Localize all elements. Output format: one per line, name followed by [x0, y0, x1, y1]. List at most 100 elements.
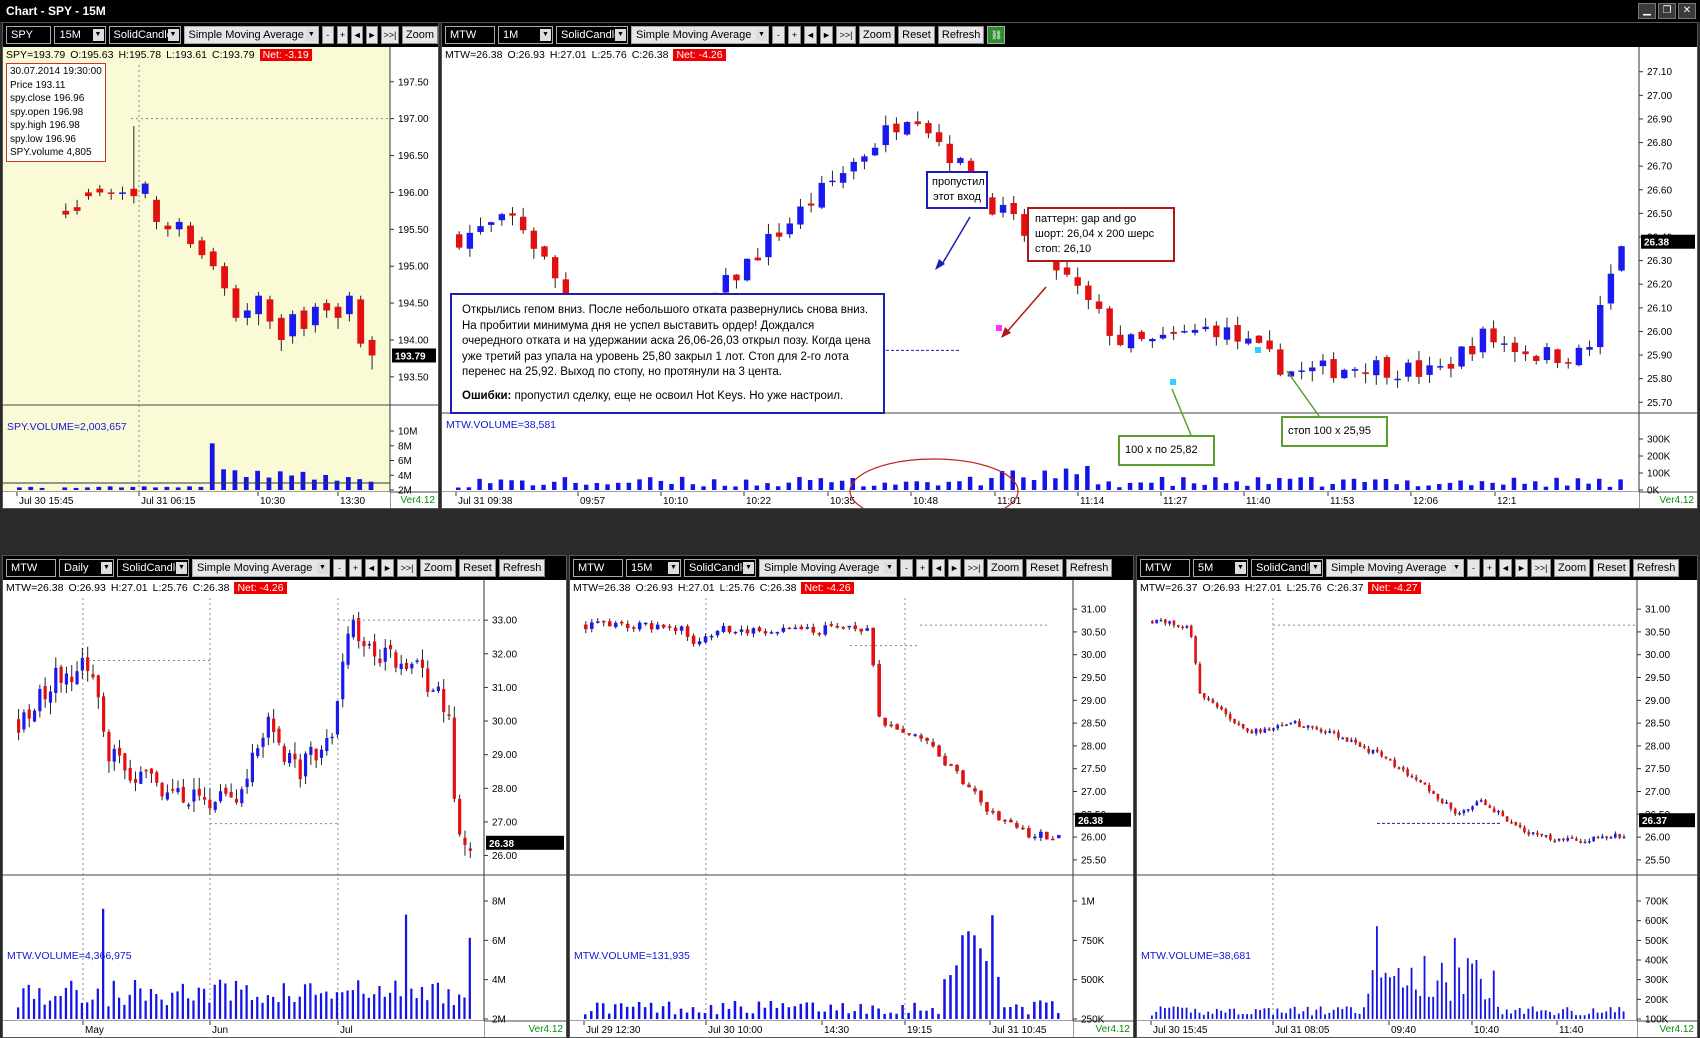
chart-area[interactable]: 27.1027.0026.9026.8026.7026.6026.5026.40… — [442, 47, 1697, 508]
candle-up — [176, 788, 180, 793]
candle-up — [797, 206, 804, 225]
zoom-out-button[interactable]: - — [321, 26, 334, 44]
zoom-in-button[interactable]: + — [349, 559, 362, 577]
zoom-out-button[interactable]: - — [900, 559, 913, 577]
indicator-select[interactable]: Simple Moving Average — [759, 559, 897, 577]
timeframe-select[interactable]: 15M — [54, 26, 106, 44]
zoom-in-button[interactable]: + — [788, 26, 801, 44]
ohlc-bar: MTW=26.38 O:26.93 H:27.01 L:25.76 C:26.38 Net… — [6, 582, 287, 594]
scroll-left-button[interactable]: ◄ — [351, 26, 364, 44]
chart-style-select[interactable]: SolidCandle — [556, 26, 628, 44]
volume-bar — [1466, 958, 1469, 1019]
chart-area[interactable]: 197.50 197.00 196.50 196.00 195.50 195.00 194.… — [3, 47, 438, 508]
zoom-button[interactable]: Zoom — [401, 26, 438, 44]
chart-style-select[interactable]: SolidCandle — [684, 559, 756, 577]
chart-area[interactable]: 31.00 30.50 30.00 29.50 29.00 28.50 28.00 27.50… — [1137, 580, 1697, 1037]
volume-bar — [447, 989, 450, 1019]
reset-button[interactable]: Reset — [459, 559, 496, 577]
scroll-right-button[interactable]: ► — [366, 26, 378, 44]
volume-bar — [594, 482, 600, 490]
zoom-in-button[interactable]: + — [1483, 559, 1496, 577]
zoom-out-button[interactable]: - — [772, 26, 785, 44]
zoom-button[interactable]: Zoom — [987, 559, 1024, 577]
price-tick-label: 26.00 — [1647, 327, 1672, 338]
scroll-left-button[interactable]: ◄ — [1499, 559, 1512, 577]
reset-button[interactable]: Reset — [1026, 559, 1063, 577]
link-indicator-icon[interactable]: ⛓ — [987, 26, 1006, 44]
zoom-in-button[interactable]: + — [336, 26, 349, 44]
scroll-end-button[interactable]: >>| — [964, 559, 984, 577]
candle-down — [562, 279, 570, 299]
volume-bar — [73, 487, 79, 490]
indicator-select[interactable]: Simple Moving Average — [631, 26, 769, 44]
candle-down — [128, 767, 132, 781]
scroll-end-button[interactable]: >>| — [397, 559, 417, 577]
scroll-right-button[interactable]: ► — [1515, 559, 1528, 577]
panel-toolbar: MTW 5M SolidCandle Simple Moving Average… — [1137, 556, 1697, 580]
plot-background — [1137, 580, 1637, 1021]
chart-style-select[interactable]: SolidCandle — [1251, 559, 1323, 577]
close-button[interactable]: ✕ — [1678, 3, 1696, 19]
timeframe-select[interactable]: 1M — [498, 26, 553, 44]
chart-area[interactable]: 33.00 32.00 31.00 30.00 29.00 28.00 27.00 26.00… — [3, 580, 566, 1037]
refresh-button[interactable]: Refresh — [937, 26, 985, 44]
volume-bar — [1618, 479, 1623, 490]
candle-down — [73, 207, 81, 211]
zoom-button[interactable]: Zoom — [420, 559, 457, 577]
candle-down — [787, 627, 792, 630]
candle-up — [1159, 619, 1163, 622]
zoom-in-button[interactable]: + — [916, 559, 929, 577]
volume-bar — [1367, 993, 1370, 1019]
refresh-button[interactable]: Refresh — [498, 559, 546, 577]
zoom-button[interactable]: Zoom — [1554, 559, 1591, 577]
scroll-right-button[interactable]: ► — [948, 559, 961, 577]
indicator-select[interactable]: Simple Moving Average — [183, 26, 319, 44]
scroll-end-button[interactable]: >>| — [836, 26, 856, 44]
reset-button[interactable]: Reset — [898, 26, 935, 44]
zoom-out-button[interactable]: - — [1467, 559, 1480, 577]
timeframe-select[interactable]: 5M — [1193, 559, 1248, 577]
price-tick-label: 28.00 — [1081, 741, 1106, 752]
volume-bar — [1566, 1007, 1569, 1019]
volume-bar — [277, 471, 283, 490]
volume-bar — [410, 988, 413, 1019]
timeframe-select[interactable]: Daily — [59, 559, 114, 577]
scroll-left-button[interactable]: ◄ — [932, 559, 945, 577]
volume-bar — [404, 914, 408, 1019]
indicator-select[interactable]: Simple Moving Average — [1326, 559, 1464, 577]
chart-area[interactable]: 31.00 30.50 30.00 29.50 29.00 28.50 28.00 27.50… — [570, 580, 1133, 1037]
volume-bar — [1469, 485, 1474, 490]
symbol-input[interactable]: MTW — [6, 559, 56, 577]
chart-style-select[interactable]: SolidCandle — [108, 26, 181, 44]
symbol-input[interactable]: MTW — [1140, 559, 1190, 577]
volume-bar — [1419, 995, 1422, 1019]
candle-up — [1601, 836, 1604, 839]
refresh-button[interactable]: Refresh — [1632, 559, 1680, 577]
timeframe-select[interactable]: 15M — [626, 559, 681, 577]
reset-button[interactable]: Reset — [1593, 559, 1630, 577]
restore-button[interactable]: ❐ — [1658, 3, 1676, 19]
scroll-right-button[interactable]: ► — [381, 559, 394, 577]
scroll-end-button[interactable]: >>| — [1531, 559, 1551, 577]
candle-down — [919, 735, 923, 739]
scroll-end-button[interactable]: >>| — [380, 26, 399, 44]
symbol-input[interactable]: MTW — [573, 559, 623, 577]
zoom-button[interactable]: Zoom — [859, 26, 896, 44]
scroll-left-button[interactable]: ◄ — [365, 559, 378, 577]
price-axis — [1639, 47, 1697, 508]
scroll-left-button[interactable]: ◄ — [804, 26, 817, 44]
volume-bar — [739, 1006, 743, 1019]
indicator-select[interactable]: Simple Moving Average — [192, 559, 330, 577]
symbol-input[interactable]: SPY — [6, 26, 52, 44]
candle-up — [1276, 725, 1280, 729]
candle-down — [1367, 748, 1370, 753]
volume-bar — [1518, 1007, 1521, 1019]
chart-style-select[interactable]: SolidCandle — [117, 559, 189, 577]
scroll-right-button[interactable]: ► — [820, 26, 833, 44]
zoom-out-button[interactable]: - — [333, 559, 346, 577]
symbol-input[interactable]: MTW — [445, 26, 495, 44]
volume-bar — [282, 983, 285, 1019]
candle-down — [973, 788, 977, 792]
minimize-button[interactable]: ▁ — [1638, 3, 1656, 19]
refresh-button[interactable]: Refresh — [1065, 559, 1113, 577]
